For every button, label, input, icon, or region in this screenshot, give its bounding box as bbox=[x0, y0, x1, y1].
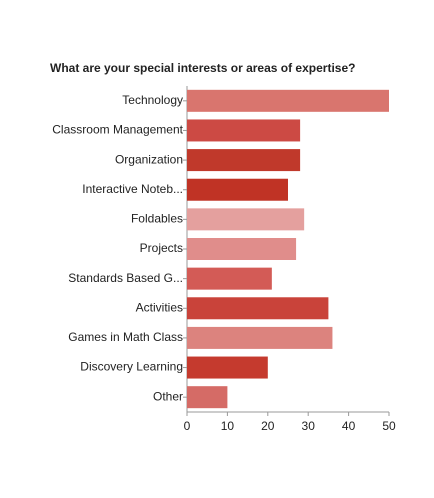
x-tick-label: 50 bbox=[382, 419, 396, 433]
y-tick-label: Interactive Noteb... bbox=[82, 182, 183, 196]
x-tick-label: 0 bbox=[184, 419, 191, 433]
bar bbox=[187, 356, 268, 379]
bar bbox=[187, 149, 301, 172]
x-tick-label: 20 bbox=[261, 419, 275, 433]
y-tick-label: Organization bbox=[115, 152, 183, 166]
bar bbox=[187, 119, 301, 142]
bar bbox=[187, 238, 297, 260]
x-tick-label: 40 bbox=[342, 419, 356, 433]
y-tick-label: Other bbox=[153, 389, 183, 403]
y-tick-label: Classroom Management bbox=[52, 123, 183, 137]
x-tick-label: 10 bbox=[221, 419, 235, 433]
y-tick-label: Foldables bbox=[131, 212, 183, 226]
y-tick-label: Games in Math Class bbox=[68, 330, 183, 344]
bar bbox=[187, 386, 228, 409]
x-tick-label: 30 bbox=[302, 419, 316, 433]
bar bbox=[187, 326, 333, 349]
y-tick-label: Standards Based G... bbox=[68, 271, 183, 285]
bar bbox=[187, 208, 305, 231]
bar bbox=[187, 297, 329, 320]
bar bbox=[187, 178, 288, 201]
chart-title: What are your special interests or areas… bbox=[50, 61, 355, 75]
y-tick-label: Discovery Learning bbox=[80, 360, 183, 374]
bar bbox=[187, 89, 389, 112]
bar bbox=[187, 267, 272, 290]
y-tick-label: Technology bbox=[122, 93, 183, 107]
y-tick-label: Activities bbox=[136, 300, 183, 314]
y-tick-label: Projects bbox=[140, 241, 183, 255]
